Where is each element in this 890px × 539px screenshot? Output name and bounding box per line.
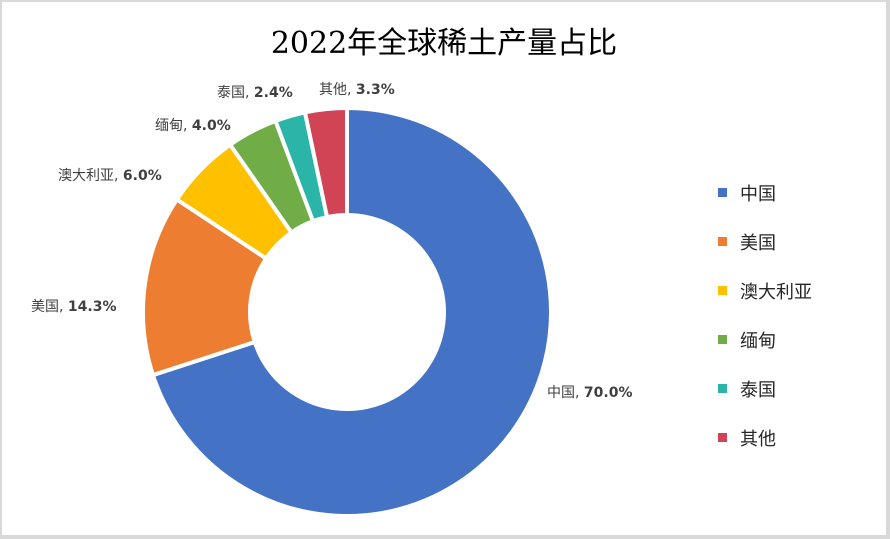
data-label-other: 其他, 3.3% (319, 82, 395, 98)
data-label-china: 中国, 70.0% (547, 385, 633, 401)
legend-item-myanmar[interactable]: 缅甸 (718, 315, 812, 364)
legend-swatch (718, 286, 727, 295)
data-label-thailand: 泰国, 2.4% (217, 85, 293, 101)
legend-item-usa[interactable]: 美国 (718, 217, 812, 266)
legend-swatch (718, 335, 727, 344)
legend-swatch (718, 384, 727, 393)
donut-slices (141, 106, 553, 518)
legend-item-china[interactable]: 中国 (718, 168, 812, 217)
donut-slice-usa[interactable] (141, 197, 269, 378)
chart-title: 2022年全球稀土产量占比 (270, 26, 618, 61)
legend-item-thailand[interactable]: 泰国 (718, 364, 812, 413)
donut-slice-other[interactable] (303, 106, 349, 220)
donut-slice-china[interactable] (150, 106, 553, 518)
legend-swatch (718, 433, 727, 442)
data-label-myanmar: 缅甸, 4.0% (155, 118, 231, 134)
legend-swatch (718, 188, 727, 197)
legend-item-other[interactable]: 其他 (718, 413, 812, 462)
data-label-australia: 澳大利亚, 6.0% (58, 168, 162, 184)
data-label-usa: 美国, 14.3% (31, 299, 117, 315)
legend-item-australia[interactable]: 澳大利亚 (718, 266, 812, 315)
legend-swatch (718, 237, 727, 246)
legend: 中国 美国 澳大利亚 缅甸 泰国 其他 (718, 168, 812, 462)
